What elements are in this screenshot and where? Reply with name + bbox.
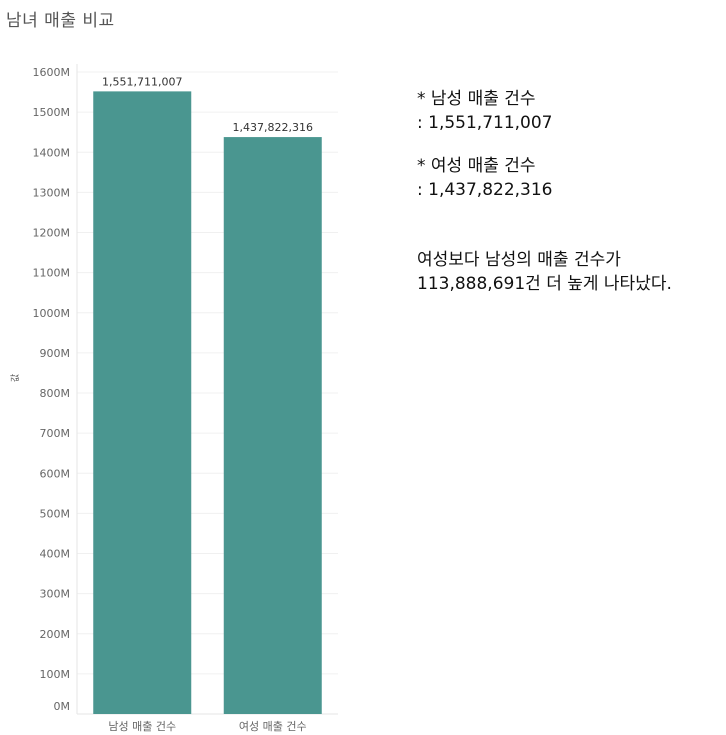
- note-summary-line1: 여성보다 남성의 매출 건수가: [417, 250, 621, 270]
- y-axis-title: 값: [9, 374, 21, 382]
- bar-male: [93, 91, 192, 714]
- note-male: * 남성 매출 건수 : 1,551,711,007: [417, 87, 553, 135]
- note-male-value: : 1,551,711,007: [417, 113, 553, 133]
- data-label: 1,551,711,007: [102, 75, 182, 88]
- y-tick-label: 500M: [40, 507, 71, 520]
- data-labels: 1,551,711,007 1,437,822,316: [102, 75, 313, 134]
- bars: [93, 91, 322, 714]
- bar-chart: 0M 100M 200M 300M 400M 500M 600M 700M 800M 900M 10…: [9, 64, 338, 733]
- note-female-value: : 1,437,822,316: [417, 180, 553, 200]
- y-tick-label: 1100M: [33, 267, 71, 280]
- data-label: 1,437,822,316: [233, 121, 313, 134]
- y-tick-label: 1200M: [33, 227, 71, 240]
- y-tick-label: 1000M: [33, 307, 71, 320]
- y-tick-label: 900M: [40, 347, 71, 360]
- y-tick-label: 800M: [40, 387, 71, 400]
- y-tick-label: 1300M: [33, 186, 71, 199]
- y-tick-label: 200M: [40, 628, 71, 641]
- x-tick-label: 남성 매출 건수: [108, 720, 176, 733]
- note-male-heading: * 남성 매출 건수: [417, 89, 536, 109]
- x-axis: 남성 매출 건수 여성 매출 건수: [108, 720, 306, 733]
- y-tick-label: 1400M: [33, 146, 71, 159]
- note-summary-line2: 113,888,691건 더 높게 나타났다.: [417, 274, 672, 294]
- y-tick-label: 100M: [40, 668, 71, 681]
- y-tick-label: 300M: [40, 588, 71, 601]
- page-title: 남녀 매출 비교: [6, 11, 115, 31]
- y-tick-label: 1500M: [33, 106, 71, 119]
- note-female: * 여성 매출 건수 : 1,437,822,316: [417, 154, 553, 202]
- note-female-heading: * 여성 매출 건수: [417, 156, 536, 176]
- y-tick-label: 1600M: [33, 66, 71, 79]
- y-tick-label: 0M: [54, 700, 71, 713]
- y-axis: 0M 100M 200M 300M 400M 500M 600M 700M 800M 900M 10…: [9, 64, 338, 715]
- bar-female: [223, 137, 322, 714]
- y-tick-label: 600M: [40, 467, 71, 480]
- note-summary: 여성보다 남성의 매출 건수가 113,888,691건 더 높게 나타났다.: [417, 248, 672, 296]
- y-tick-label: 700M: [40, 427, 71, 440]
- y-tick-label: 400M: [40, 548, 71, 561]
- x-tick-label: 여성 매출 건수: [239, 720, 307, 733]
